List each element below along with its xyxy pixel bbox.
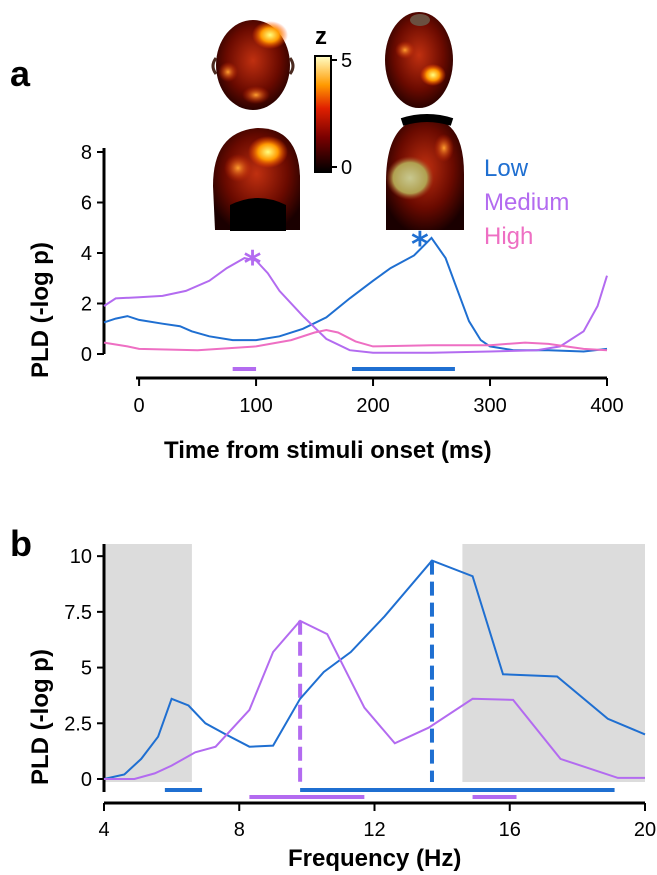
panel-b-peak-lines	[298, 560, 434, 782]
legend: Low Medium High	[484, 155, 569, 250]
panel-b-x-tick-label: 12	[363, 819, 385, 841]
panel-a-y-tick-label: 8	[81, 142, 92, 164]
panel-a-x-label: Time from stimuli onset (ms)	[164, 437, 492, 464]
panel-a-y-tick-label: 2	[81, 294, 92, 316]
panel-a-y-tick-label: 4	[81, 243, 92, 265]
panel-b-y-tick-label: 10	[70, 546, 92, 568]
panel-b-y-tick-label: 0	[81, 769, 92, 791]
panel-b-x-tick-label: 8	[234, 819, 245, 841]
panel-b-shaded-region	[462, 544, 645, 782]
panel-b-line-low	[103, 559, 646, 780]
panel-a-line-medium	[103, 257, 608, 354]
panel-b-y-tick-label: 2.5	[64, 713, 92, 735]
panel-b-label: b	[10, 523, 32, 564]
panel-b-series	[103, 559, 646, 780]
panel-b-y-ticks: 0 2.5 5 7.5 10	[64, 546, 104, 791]
panel-a-line-low	[103, 236, 608, 353]
panel-b-x-ticks: 4 8 12 16 20	[98, 803, 656, 841]
panel-b-x-label: Frequency (Hz)	[288, 845, 461, 872]
panel-b-shaded-region	[104, 544, 192, 782]
panel-b-y-tick-label: 5	[81, 658, 92, 680]
panel-a-x-tick-label: 200	[356, 395, 389, 417]
panel-b-shaded-regions	[104, 544, 645, 782]
legend-low: Low	[484, 155, 529, 182]
panel-a-y-tick-label: 6	[81, 193, 92, 215]
panel-b-x-tick-label: 4	[98, 819, 109, 841]
panel-b-significance-bars	[164, 788, 615, 799]
topomap-low-top	[385, 12, 453, 108]
panel-a-x-tick-label: 300	[473, 395, 506, 417]
panel-b-axes: 0 2.5 5 7.5 10 4 8 12 16 20 Frequency (Hz) PLD (…	[27, 544, 656, 872]
panel-a-peak-markers: **	[244, 225, 429, 284]
colorbar-tick-min: 0	[341, 157, 352, 179]
topomap-low-back	[386, 114, 464, 230]
panel-b-y-label: PLD (-log p)	[27, 649, 54, 785]
colorbar-title: z	[315, 23, 327, 50]
panel-a-x-ticks: 0 100 200 300 400	[134, 378, 624, 417]
panel-a-series	[103, 236, 608, 354]
panel-a-x-tick-label: 100	[239, 395, 272, 417]
topomap-medium-back	[213, 128, 300, 231]
panel-a-x-tick-label: 0	[134, 395, 145, 417]
colorbar: z 5 0	[314, 23, 352, 179]
panel-a-y-tick-label: 0	[81, 344, 92, 366]
panel-b-x-tick-label: 20	[634, 819, 656, 841]
panel-a-peak-star-low: *	[411, 225, 429, 265]
panel-a-y-ticks: 0 2 4 6 8	[81, 142, 104, 366]
panel-b-line-medium	[104, 619, 645, 780]
topomap-medium-top	[211, 20, 295, 110]
panel-a-axes: 0 2 4 6 8 0 100 200 300 400 Time from stimuli on…	[27, 142, 624, 464]
panel-a-peak-star-medium: *	[244, 244, 262, 284]
panel-b-y-tick-label: 7.5	[64, 602, 92, 624]
panel-a-label: a	[10, 53, 31, 94]
legend-medium: Medium	[484, 189, 569, 216]
legend-high: High	[484, 223, 533, 250]
colorbar-tick-max: 5	[341, 50, 352, 72]
panel-a-line-high	[103, 328, 608, 352]
panel-b-x-tick-label: 16	[499, 819, 521, 841]
panel-a-x-tick-label: 400	[590, 395, 623, 417]
panel-a-y-label: PLD (-log p)	[27, 242, 54, 378]
